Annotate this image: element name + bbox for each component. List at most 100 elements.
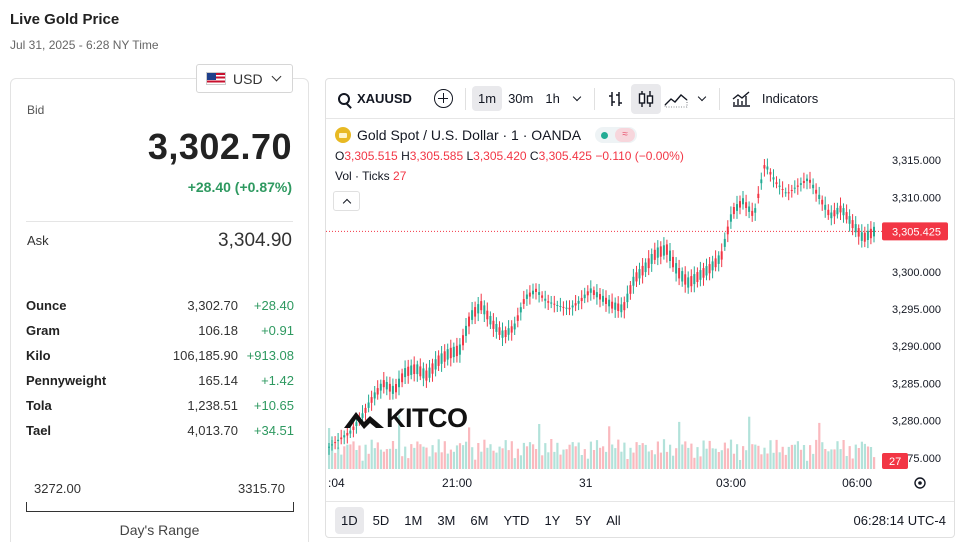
volume-bar bbox=[477, 443, 480, 469]
collapse-legend-button[interactable] bbox=[333, 191, 360, 211]
volume-bar bbox=[547, 452, 550, 469]
volume-bar bbox=[559, 454, 562, 469]
volume-bar bbox=[504, 440, 507, 469]
range-all[interactable]: All bbox=[606, 513, 621, 528]
candle-body bbox=[525, 294, 528, 299]
volume-bar bbox=[395, 448, 398, 469]
interval-30m[interactable]: 30m bbox=[508, 91, 534, 106]
volume-bar bbox=[331, 440, 334, 469]
candle-body bbox=[398, 378, 400, 388]
range-3m[interactable]: 3M bbox=[437, 513, 456, 528]
candle-body bbox=[784, 192, 787, 194]
candles-icon[interactable] bbox=[630, 83, 661, 114]
volume-bar bbox=[812, 453, 815, 469]
candle-body bbox=[748, 206, 751, 212]
interval-1h[interactable]: 1h bbox=[545, 91, 560, 106]
range-1y[interactable]: 1Y bbox=[544, 513, 561, 528]
candle-body bbox=[592, 290, 595, 295]
candle-body bbox=[340, 437, 343, 440]
us-flag-icon bbox=[206, 72, 226, 85]
candle-body bbox=[809, 179, 811, 183]
volume-bar bbox=[824, 449, 827, 469]
volume-bar bbox=[550, 439, 553, 469]
volume-bar bbox=[821, 442, 824, 469]
volume-bar bbox=[538, 424, 541, 469]
volume-bar bbox=[431, 445, 434, 469]
volume-bar bbox=[340, 454, 343, 469]
volume-bar bbox=[641, 443, 644, 469]
volume-bar bbox=[699, 456, 702, 469]
symbol-search[interactable]: XAUUSD bbox=[326, 91, 426, 106]
volume-bar bbox=[611, 444, 614, 469]
y-tick-label: 3,280.000 bbox=[892, 416, 941, 428]
volume-bar bbox=[650, 450, 653, 469]
indicators-button[interactable]: Indicators bbox=[761, 91, 819, 106]
unit-price: 4,013.70 bbox=[187, 423, 238, 438]
candle-body bbox=[440, 353, 443, 364]
volume-bar bbox=[629, 447, 632, 469]
interval-chevron-icon[interactable] bbox=[572, 92, 582, 101]
candle-body bbox=[745, 202, 748, 208]
unit-row-ounce: Ounce 3,302.70 +28.40 bbox=[26, 293, 294, 318]
x-tick-label: 21:00 bbox=[442, 476, 472, 490]
range-5y[interactable]: 5Y bbox=[575, 513, 592, 528]
volume-bar bbox=[355, 450, 358, 469]
volume-bar bbox=[562, 449, 565, 469]
candle-body bbox=[842, 208, 845, 216]
candle-body bbox=[736, 204, 738, 211]
volume-bar bbox=[751, 444, 754, 469]
volume-bar bbox=[428, 456, 431, 469]
volume-bar bbox=[425, 447, 428, 469]
candle-body bbox=[434, 359, 437, 370]
candle-body bbox=[873, 226, 875, 237]
volume-bar bbox=[696, 447, 699, 469]
volume-bar bbox=[711, 448, 714, 469]
volume-bar bbox=[391, 441, 395, 469]
currency-select[interactable]: USD bbox=[196, 64, 293, 93]
volume-bar bbox=[535, 449, 538, 469]
range-6m[interactable]: 6M bbox=[470, 513, 489, 528]
unit-row-tola: Tola 1,238.51 +10.65 bbox=[26, 393, 294, 418]
volume-bar bbox=[778, 452, 781, 469]
volume-bar bbox=[516, 448, 519, 469]
volume-bar bbox=[532, 444, 535, 469]
volume-bar bbox=[742, 446, 745, 469]
range-1m[interactable]: 1M bbox=[404, 513, 423, 528]
area-chart-icon[interactable] bbox=[661, 84, 691, 114]
volume-bar bbox=[404, 446, 407, 469]
chart-type-chevron-icon[interactable] bbox=[697, 92, 707, 101]
bar-chart-icon[interactable] bbox=[601, 84, 631, 114]
compare-plus-icon[interactable] bbox=[434, 89, 453, 108]
volume-bar bbox=[440, 452, 443, 469]
market-status-pill[interactable]: ≈ bbox=[595, 127, 638, 143]
range-ytd[interactable]: YTD bbox=[503, 513, 530, 528]
candle-body bbox=[422, 368, 425, 379]
candle-body bbox=[851, 220, 854, 229]
candle-body bbox=[681, 271, 684, 282]
y-tick-label: 3,290.000 bbox=[892, 341, 941, 353]
candle-body bbox=[516, 315, 519, 321]
candle-body bbox=[839, 205, 842, 213]
unit-name: Tola bbox=[26, 398, 52, 413]
candle-body bbox=[799, 183, 802, 185]
volume-bar bbox=[830, 449, 833, 469]
candle-body bbox=[449, 347, 452, 359]
candle-body bbox=[760, 179, 763, 184]
unit-price: 106,185.90 bbox=[172, 348, 238, 363]
range-5d[interactable]: 5D bbox=[372, 513, 390, 528]
unit-change: +10.65 bbox=[253, 398, 294, 413]
volume-bar bbox=[799, 449, 803, 469]
volume-bar bbox=[775, 439, 778, 469]
x-tick-label: 31 bbox=[579, 476, 593, 490]
unit-row-pennyweight: Pennyweight 165.14 +1.42 bbox=[26, 368, 294, 393]
volume-bar bbox=[796, 441, 799, 469]
candle-body bbox=[483, 305, 486, 315]
candle-body bbox=[806, 178, 808, 182]
range-1d[interactable]: 1D bbox=[335, 507, 364, 534]
volume-bar bbox=[480, 451, 483, 469]
interval-1m[interactable]: 1m bbox=[472, 86, 503, 111]
volume-bar bbox=[449, 449, 452, 469]
indicators-icon[interactable] bbox=[726, 84, 756, 114]
volume-bar bbox=[589, 441, 592, 469]
candle-body bbox=[474, 307, 477, 317]
